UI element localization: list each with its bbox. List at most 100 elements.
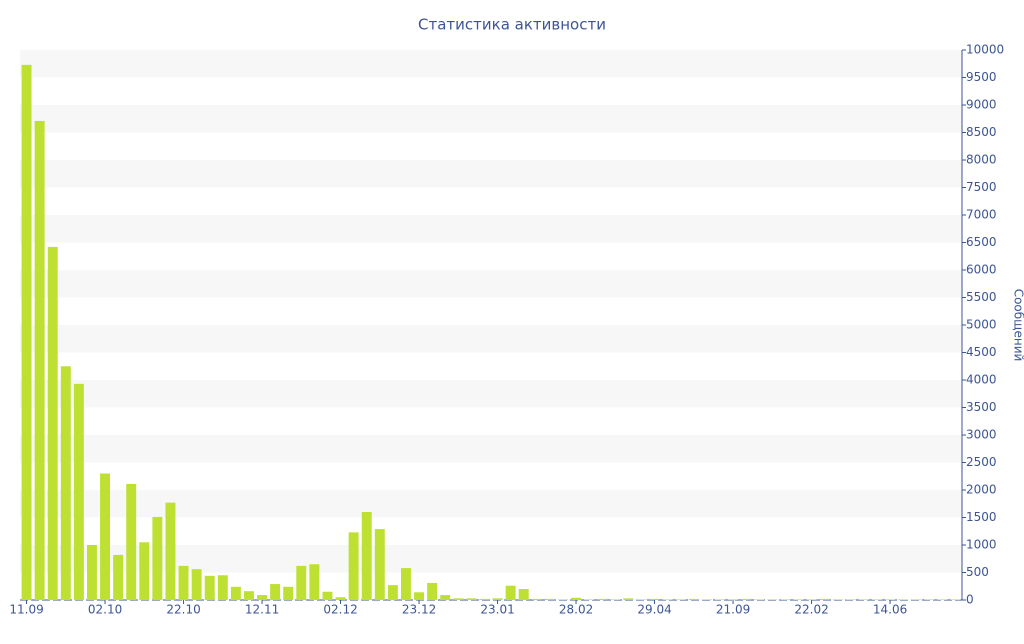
y-tick-label: 500 — [966, 565, 989, 579]
bar — [205, 576, 215, 600]
grid-band — [20, 50, 962, 78]
y-tick-label: 1000 — [966, 538, 997, 552]
bar — [793, 599, 803, 600]
y-tick-label: 2000 — [966, 483, 997, 497]
grid-band — [20, 435, 962, 463]
bar — [48, 247, 58, 600]
bar — [833, 599, 843, 600]
bar — [152, 517, 162, 600]
grid-band — [20, 160, 962, 188]
bar — [859, 599, 869, 600]
bar — [519, 589, 529, 600]
bar — [401, 568, 411, 600]
y-tick-label: 3500 — [966, 400, 997, 414]
bar — [362, 512, 372, 600]
bar — [728, 599, 738, 600]
bar — [74, 384, 84, 600]
x-tick-label: 22.10 — [166, 603, 200, 617]
y-tick-label: 10000 — [966, 43, 1004, 57]
bar — [493, 598, 503, 600]
x-tick-label: 12.11 — [245, 603, 279, 617]
bar — [571, 598, 581, 600]
bar — [453, 598, 463, 600]
grid-band — [20, 490, 962, 518]
bar — [375, 529, 385, 600]
y-tick-label: 6500 — [966, 235, 997, 249]
bar — [440, 595, 450, 600]
y-tick-label: 5000 — [966, 318, 997, 332]
bar — [558, 599, 568, 600]
bar — [636, 599, 646, 600]
bar — [113, 555, 123, 600]
y-axis-label: Сообщений — [1012, 289, 1024, 362]
x-tick-label: 21.09 — [716, 603, 750, 617]
y-tick-label: 0 — [966, 593, 974, 607]
bar — [702, 599, 712, 600]
bar — [270, 584, 280, 600]
bar — [231, 587, 241, 600]
bar — [414, 592, 424, 600]
bar — [479, 599, 489, 600]
bar — [663, 599, 673, 600]
bar — [466, 598, 476, 600]
x-tick-label: 02.10 — [88, 603, 122, 617]
x-tick-label: 28.02 — [559, 603, 593, 617]
y-tick-label: 6000 — [966, 263, 997, 277]
bar — [597, 599, 607, 600]
grid-band — [20, 270, 962, 298]
bar — [650, 599, 660, 600]
bar — [179, 566, 189, 600]
grid-band — [20, 380, 962, 408]
bar — [532, 599, 542, 600]
bar — [349, 532, 359, 600]
bar — [715, 599, 725, 600]
bar — [309, 564, 319, 600]
x-tick-label: 29.04 — [637, 603, 671, 617]
bar — [741, 599, 751, 600]
bar — [322, 592, 332, 600]
bar — [911, 599, 921, 600]
bar — [22, 65, 32, 600]
bar — [807, 599, 817, 600]
x-tick-label: 11.09 — [9, 603, 43, 617]
grid-band — [20, 215, 962, 243]
bar — [780, 599, 790, 600]
bar — [388, 585, 398, 600]
y-tick-label: 9000 — [966, 98, 997, 112]
y-tick-label: 4500 — [966, 345, 997, 359]
bar — [126, 484, 136, 600]
bar — [767, 599, 777, 600]
bar — [950, 599, 960, 600]
bar — [545, 599, 555, 600]
y-tick-label: 7000 — [966, 208, 997, 222]
bar — [506, 586, 516, 600]
y-tick-label: 2500 — [966, 455, 997, 469]
bar — [924, 599, 934, 600]
x-tick-label: 22.02 — [794, 603, 828, 617]
x-tick-label: 23.12 — [402, 603, 436, 617]
bar — [139, 542, 149, 600]
bar — [283, 587, 293, 600]
bar — [427, 583, 437, 600]
bar — [35, 121, 45, 600]
bar — [846, 599, 856, 600]
bar — [754, 599, 764, 600]
bar — [610, 599, 620, 600]
bar — [244, 591, 254, 600]
y-tick-label: 7500 — [966, 180, 997, 194]
bar — [336, 597, 346, 600]
x-tick-label: 23.01 — [480, 603, 514, 617]
grid-band — [20, 105, 962, 133]
bar — [218, 575, 228, 600]
bar — [61, 366, 71, 600]
bar — [296, 566, 306, 600]
bar — [623, 598, 633, 600]
y-tick-label: 8500 — [966, 125, 997, 139]
bar — [257, 595, 267, 600]
bar — [937, 599, 947, 600]
bar — [192, 569, 202, 600]
bar — [165, 503, 175, 600]
x-tick-label: 02.12 — [323, 603, 357, 617]
y-tick-label: 8000 — [966, 153, 997, 167]
grid-band — [20, 325, 962, 353]
